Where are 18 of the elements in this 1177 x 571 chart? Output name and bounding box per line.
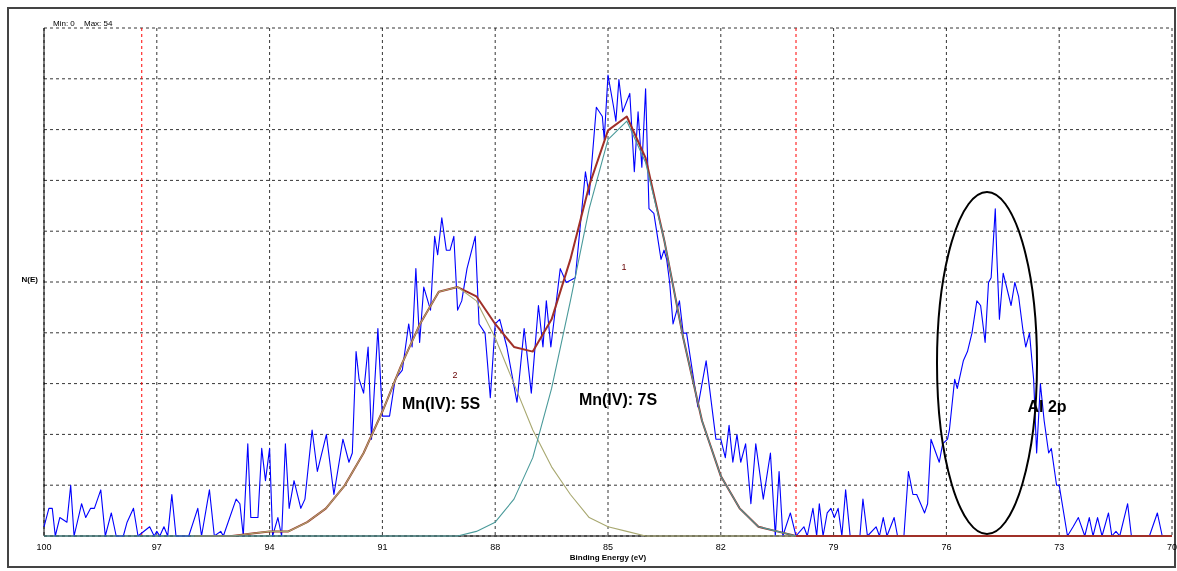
- x-tick-label: 94: [264, 542, 275, 552]
- annotation: Mn(IV): 5S: [401, 395, 481, 413]
- x-tick-label: 91: [377, 542, 388, 552]
- text: Max: 54: [84, 19, 114, 29]
- annotation: 1: [621, 262, 627, 273]
- x-tick-label: 100: [36, 542, 52, 552]
- x-tick-label: 76: [941, 542, 952, 552]
- annotation: 2: [452, 370, 458, 381]
- y-axis-title: N(E): [21, 275, 39, 284]
- x-axis-title: Binding Energy (eV): [569, 553, 647, 562]
- x-tick-label: 73: [1054, 542, 1065, 552]
- x-tick-label: 97: [151, 542, 162, 552]
- annotation: Mn(IV): 7S: [578, 391, 658, 409]
- x-tick-label: 88: [490, 542, 501, 552]
- x-tick-label: 79: [828, 542, 839, 552]
- text: Min: 0: [53, 19, 76, 29]
- x-tick-label: 82: [715, 542, 726, 552]
- x-tick-label: 85: [602, 542, 614, 552]
